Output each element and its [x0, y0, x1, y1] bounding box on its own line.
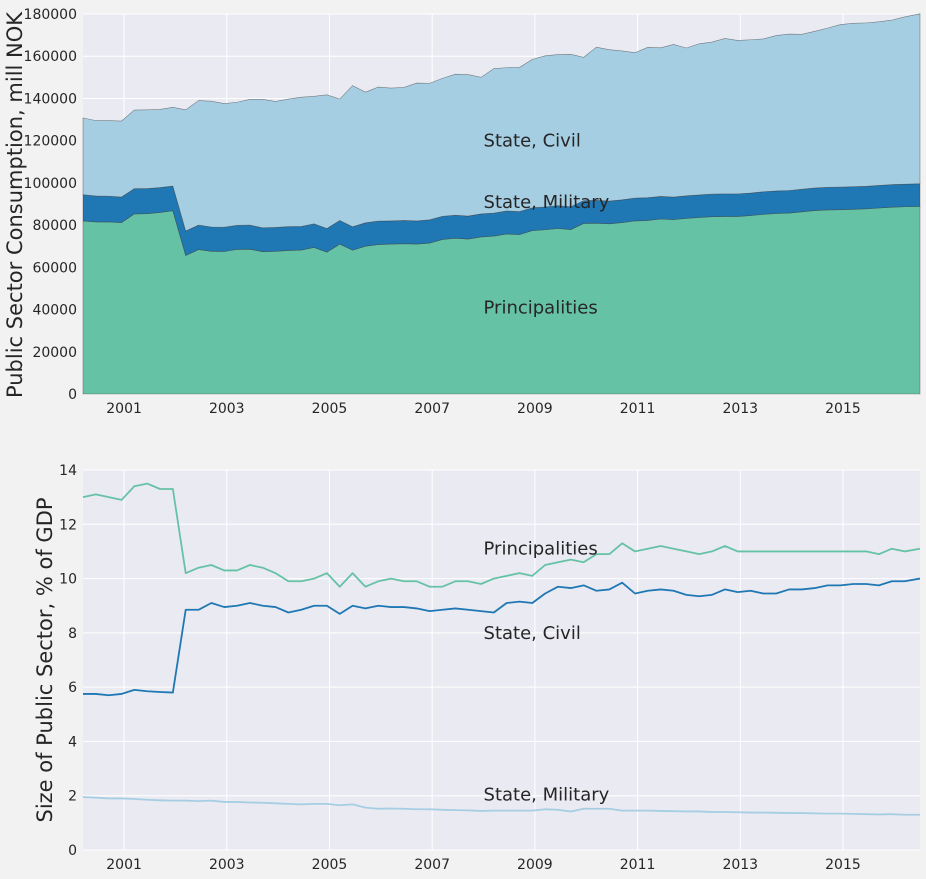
x-tick-label: 2015 [825, 401, 861, 417]
y-tick-label: 4 [68, 734, 77, 750]
lines-gdp-share [82, 482, 921, 816]
x-tick-label: 2011 [620, 401, 656, 417]
annotation-principalities: Principalities [484, 539, 598, 560]
grid-gdp-share [83, 469, 920, 851]
y-tick-label: 6 [68, 680, 77, 696]
y-tick-label: 160000 [24, 49, 77, 65]
plot-area-gdp-share [83, 470, 920, 850]
y-tick-label: 80000 [32, 218, 77, 234]
line-state-military [82, 796, 920, 816]
y-tick-label: 0 [68, 843, 77, 859]
line-principalities [82, 482, 921, 588]
x-tick-label: 2007 [414, 401, 450, 417]
x-tick-label: 2011 [620, 857, 656, 873]
y-tick-label: 10 [59, 572, 77, 588]
y-tick-label: 20000 [32, 345, 77, 361]
areas-consumption [82, 13, 921, 395]
x-tick-label: 2003 [209, 401, 245, 417]
x-tick-label: 2009 [517, 401, 553, 417]
annotation-principalities: Principalities [484, 297, 598, 318]
y-axis-label-consumption: Public Sector Consumption, mill NOK [3, 11, 27, 398]
x-ticks-gdp-share: 2001 2003 2005 2007 2009 2011 2013 2015 [106, 857, 861, 873]
y-tick-label: 120000 [24, 134, 77, 150]
annotation-state-civil: State, Civil [484, 623, 581, 644]
y-tick-label: 0 [68, 387, 77, 403]
y-tick-label: 40000 [32, 303, 77, 319]
y-tick-label: 12 [59, 517, 77, 533]
y-tick-label: 100000 [24, 176, 77, 192]
x-tick-label: 2009 [517, 857, 553, 873]
gdp-share-chart: 2001 2003 2005 2007 2009 2011 2013 2015 0 2 4 6 8 10… [33, 463, 921, 873]
annotations-consumption: State, Civil State, Military Principalitie… [484, 131, 610, 319]
annotation-state-military: State, Military [484, 192, 610, 213]
y-tick-label: 140000 [24, 91, 77, 107]
x-ticks-consumption: 2001 2003 2005 2007 2009 2011 2013 2015 [106, 401, 861, 417]
x-tick-label: 2013 [722, 401, 758, 417]
y-tick-label: 2 [68, 789, 77, 805]
x-tick-label: 2003 [209, 857, 245, 873]
consumption-chart: 2001 2003 2005 2007 2009 2011 2013 2015 0 20000 4… [3, 7, 921, 417]
y-tick-label: 60000 [32, 260, 77, 276]
x-tick-label: 2015 [825, 857, 861, 873]
x-tick-label: 2005 [312, 401, 348, 417]
y-tick-label: 14 [59, 463, 77, 479]
x-tick-label: 2013 [722, 857, 758, 873]
annotation-state-military: State, Military [484, 784, 610, 805]
annotation-state-civil: State, Civil [484, 131, 581, 152]
y-tick-label: 180000 [24, 7, 77, 23]
area-state-civil [82, 13, 921, 232]
x-tick-label: 2001 [106, 401, 142, 417]
x-tick-label: 2007 [414, 857, 450, 873]
y-ticks-gdp-share: 0 2 4 6 8 10 12 14 [59, 463, 77, 859]
y-tick-label: 8 [68, 626, 77, 642]
y-ticks-consumption: 0 20000 40000 60000 80000 100000 120000 140000 1… [24, 7, 77, 403]
annotations-gdp-share: Principalities State, Civil State, Militar… [484, 539, 610, 806]
y-axis-label-gdp-share: Size of Public Sector, % of GDP [33, 497, 57, 822]
x-tick-label: 2001 [106, 857, 142, 873]
x-tick-label: 2005 [312, 857, 348, 873]
line-state-civil [83, 577, 921, 697]
